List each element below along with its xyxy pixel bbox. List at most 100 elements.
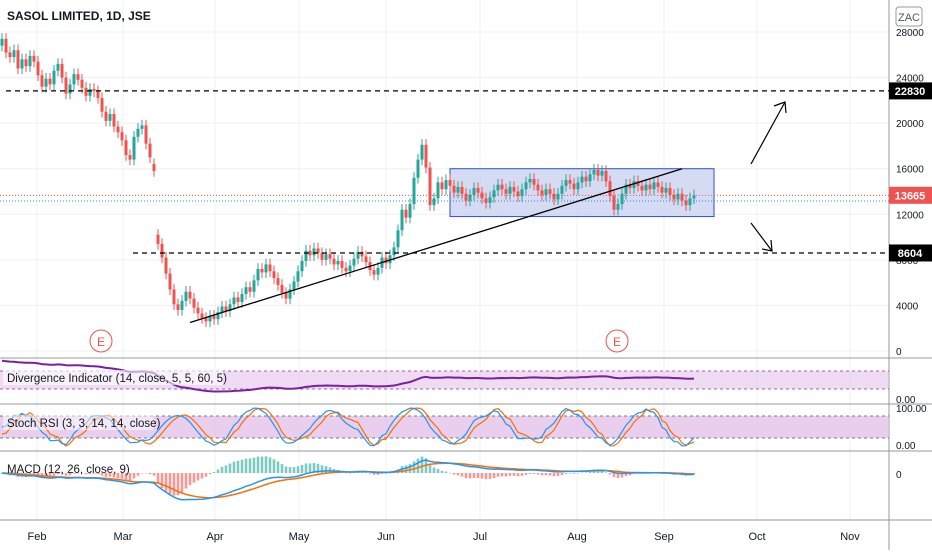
candle [236,291,240,308]
candle [364,250,368,268]
candle-body [252,280,256,292]
macd-histogram-bar [112,473,116,478]
candle-body [80,79,84,88]
candle [120,126,124,146]
candle-body [500,184,504,190]
macd-histogram-bar [280,464,284,473]
currency-badge[interactable]: ZAC [895,6,923,27]
candle-body [488,197,492,203]
candle-body [136,128,140,137]
resistance-tag-label: 22830 [895,86,926,98]
macd-histogram-bar [352,472,356,474]
macd-histogram-bar [404,465,408,473]
candle [524,176,528,195]
candle-body [460,186,464,194]
stoch-axis-top: 100.00 [896,404,927,415]
macd-histogram-bar [532,473,536,474]
macd-histogram-bar [452,473,456,475]
candle [388,249,392,269]
macd-histogram-bar [444,471,448,473]
candle [596,164,600,182]
candle-body [128,155,132,160]
macd-histogram-bar [228,463,232,473]
resistance-tag-bg [889,82,932,100]
candle-body [60,63,64,78]
macd-histogram-bar [420,456,424,473]
candle-body [296,271,300,282]
macd-histogram-bar [56,473,60,475]
candle-body [588,174,592,182]
price-axis-label: 4000 [896,301,919,312]
macd-histogram-bar [372,473,376,475]
candle-body [100,98,104,112]
macd-histogram-bar [236,460,240,473]
candle [632,175,636,194]
arrow-up-line [750,101,786,165]
candle-body [236,297,240,303]
candle-body [56,63,60,71]
candle-body [688,198,692,206]
candle-body [648,184,652,190]
event-marker[interactable]: E [89,329,113,353]
candle-body [48,78,52,85]
candle [536,178,540,197]
macd-histogram-bar [216,469,220,473]
trend-line[interactable] [189,168,683,324]
candle-body [424,144,428,168]
candle-body [320,253,324,260]
candle [544,183,548,201]
macd-histogram-bar [476,473,480,479]
candle-body [472,188,476,195]
candle [588,168,592,187]
candle-body [340,260,344,268]
candle [508,181,512,200]
candle-body [304,250,308,261]
candle [584,170,588,187]
candle-body [72,74,76,85]
macd-line [1,459,695,501]
candle-body [524,182,528,190]
macd-histogram-bar [128,473,132,481]
candle [32,50,36,68]
event-marker[interactable]: E [605,329,629,353]
macd-histogram-bar [308,463,312,473]
candle [428,161,432,211]
macd-histogram-bar [448,472,452,474]
candle-body [352,258,356,266]
divergence-label-bg [3,370,223,385]
stoch-axis-bottom: 0.00 [896,441,916,452]
macd-histogram-bar [272,459,276,473]
macd-histogram-bar [116,473,120,479]
candle [412,172,416,210]
macd-histogram-bar [544,473,548,476]
candle-body [536,184,540,191]
time-axis-label: Feb [28,531,47,543]
candle [144,119,148,150]
candle-body [20,59,24,69]
candle-body [660,186,664,193]
candle-body [376,267,380,275]
candle [76,68,80,86]
candle-body [636,181,640,186]
candle-body [476,188,480,193]
macd-histogram-bar [96,473,100,475]
macd-histogram-bar [484,473,488,480]
macd-histogram-bar [296,466,300,473]
macd-histogram-bar [232,461,236,473]
candle-body [388,255,392,264]
macd-histogram-bar [612,473,616,478]
candle [316,242,320,259]
last-price-tag-label: 13665 [895,190,926,202]
macd-histogram-bar [88,473,92,475]
macd-histogram-bar [572,473,576,474]
candle-body [224,306,228,312]
candle-body [592,169,596,175]
macd-histogram-bar [552,473,556,477]
macd-histogram-bar [124,473,128,481]
macd-histogram-bar [52,473,56,477]
candle-body [444,180,448,190]
candle-body [560,185,564,194]
candle [484,192,488,209]
